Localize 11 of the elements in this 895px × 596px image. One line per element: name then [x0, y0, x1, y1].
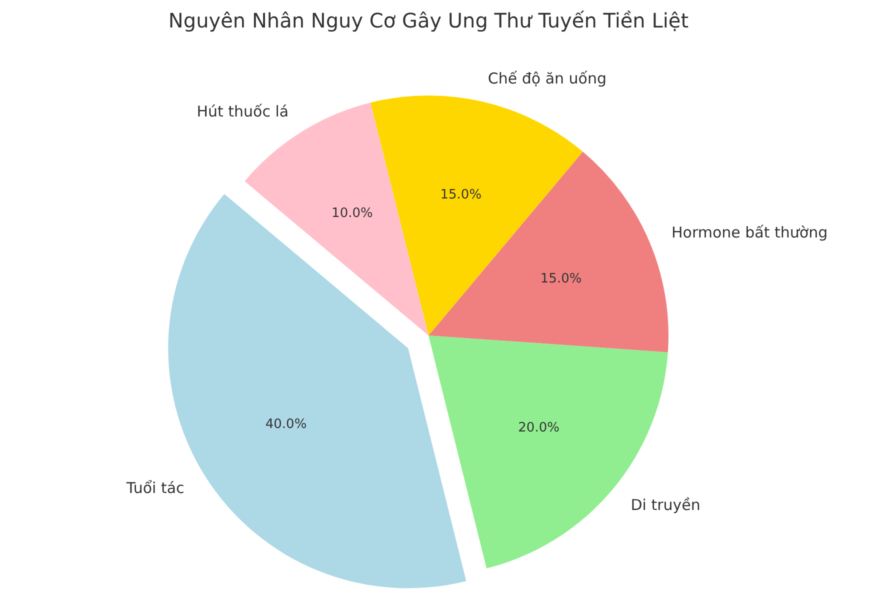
slice-label: Hormone bất thường: [672, 223, 828, 242]
chart-title: Nguyên Nhân Nguy Cơ Gây Ung Thư Tuyến Tiền Liệt: [168, 8, 689, 32]
data-label: 15.0%: [440, 188, 482, 203]
data-label: 40.0%: [265, 417, 307, 432]
slice-label: Chế độ ăn uống: [488, 69, 607, 88]
slice-label: Di truyền: [630, 496, 700, 514]
data-label: 15.0%: [540, 272, 582, 287]
slice-label: Hút thuốc lá: [196, 102, 289, 121]
slice-label: Tuổi tác: [125, 479, 184, 498]
data-label: 20.0%: [518, 420, 560, 436]
data-label: 10.0%: [332, 206, 373, 221]
